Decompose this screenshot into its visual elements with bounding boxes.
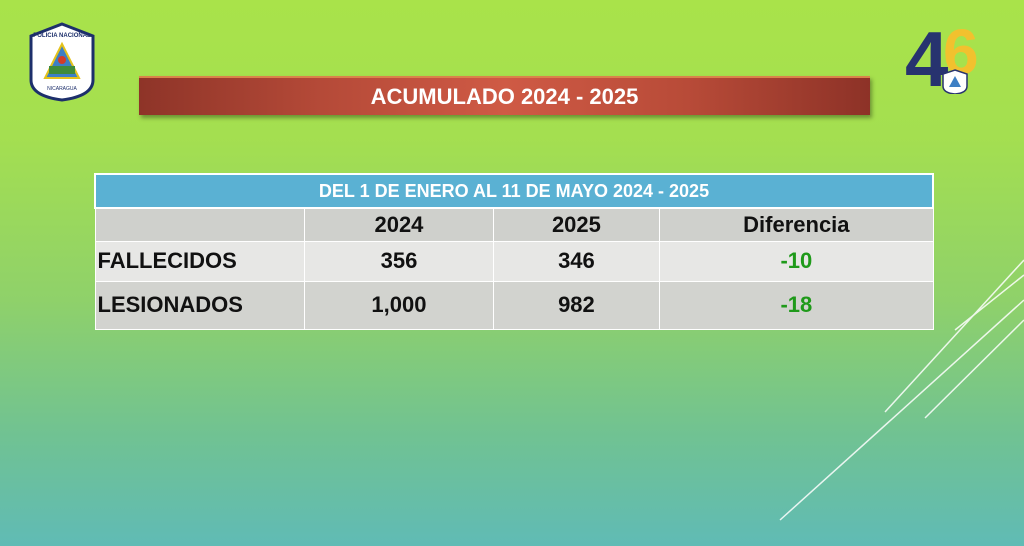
table-title: DEL 1 DE ENERO AL 11 DE MAYO 2024 - 2025 xyxy=(94,173,934,209)
row-label: FALLECIDOS xyxy=(94,240,306,282)
table-header-row: 2024 2025 Diferencia xyxy=(94,207,934,242)
anniversary-46-logo: 4 6 xyxy=(905,15,979,94)
table-row: LESIONADOS 1,000 982 -18 xyxy=(94,280,934,330)
row-label: LESIONADOS xyxy=(94,280,306,330)
value-difference: -18 xyxy=(659,280,934,330)
svg-text:4: 4 xyxy=(905,15,948,94)
value-difference: -10 xyxy=(659,240,934,282)
header-2024: 2024 xyxy=(304,207,494,242)
statistics-table: DEL 1 DE ENERO AL 11 DE MAYO 2024 - 2025… xyxy=(94,173,934,330)
page-title-banner: ACUMULADO 2024 - 2025 xyxy=(139,76,870,115)
header-diferencia: Diferencia xyxy=(659,207,934,242)
value-2024: 1,000 xyxy=(304,280,494,330)
svg-text:POLICIA NACIONAL: POLICIA NACIONAL xyxy=(33,33,91,39)
value-2025: 346 xyxy=(492,240,661,282)
value-2025: 982 xyxy=(492,280,661,330)
table-row: FALLECIDOS 356 346 -10 xyxy=(94,240,934,282)
header-2025: 2025 xyxy=(492,207,661,242)
police-badge-logo: POLICIA NACIONAL NICARAGUA xyxy=(29,22,95,102)
page-title: ACUMULADO 2024 - 2025 xyxy=(370,83,639,109)
value-2024: 356 xyxy=(304,240,494,282)
header-empty xyxy=(94,207,306,242)
svg-text:NICARAGUA: NICARAGUA xyxy=(47,86,77,92)
